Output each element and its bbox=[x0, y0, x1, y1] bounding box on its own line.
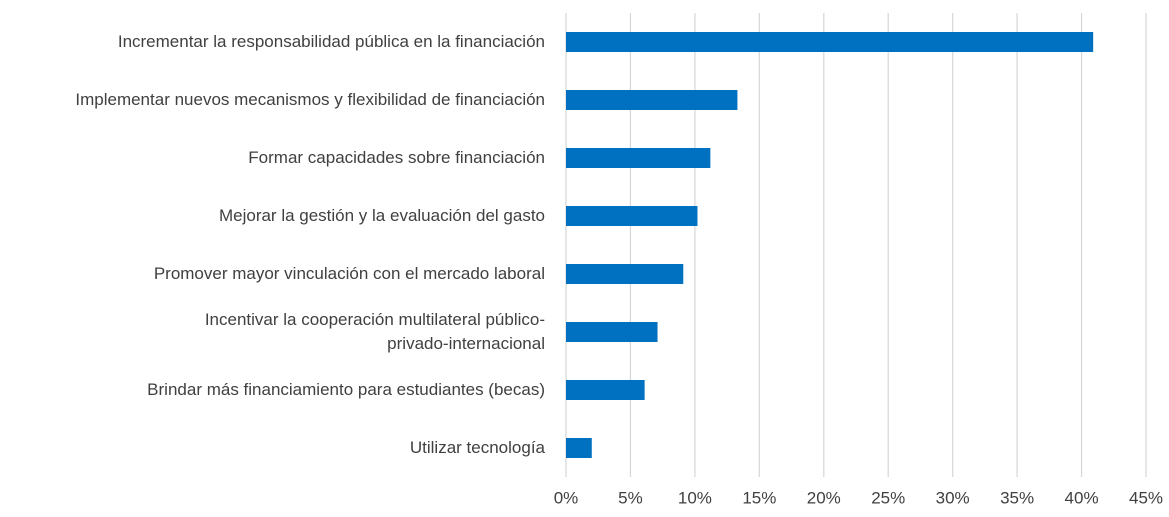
x-tick-label: 40% bbox=[1065, 488, 1099, 507]
x-tick-label: 20% bbox=[807, 488, 841, 507]
x-tick-label: 15% bbox=[742, 488, 776, 507]
bar bbox=[566, 206, 698, 226]
y-tick-label: Incentivar la cooperación multilateral p… bbox=[204, 310, 545, 353]
y-tick-label: Mejorar la gestión y la evaluación del g… bbox=[218, 206, 545, 225]
x-tick-label: 25% bbox=[871, 488, 905, 507]
y-tick-label: Implementar nuevos mecanismos y flexibil… bbox=[75, 90, 545, 109]
x-tick-label: 10% bbox=[678, 488, 712, 507]
bar bbox=[566, 380, 645, 400]
bar bbox=[566, 438, 592, 458]
x-tick-label: 5% bbox=[618, 488, 643, 507]
y-tick-label: Utilizar tecnología bbox=[409, 438, 545, 457]
y-tick-label: Formar capacidades sobre financiación bbox=[248, 148, 545, 167]
bar bbox=[566, 32, 1094, 52]
x-tick-label: 30% bbox=[936, 488, 970, 507]
bar bbox=[566, 322, 658, 342]
bar bbox=[566, 90, 738, 110]
y-tick-label: Incrementar la responsabilidad pública e… bbox=[117, 32, 545, 51]
y-tick-label: Brindar más financiamiento para estudian… bbox=[147, 380, 545, 399]
y-tick-label: Promover mayor vinculación con el mercad… bbox=[153, 264, 545, 283]
x-tick-label: 0% bbox=[554, 488, 579, 507]
bar bbox=[566, 148, 711, 168]
x-tick-label: 45% bbox=[1129, 488, 1163, 507]
x-tick-label: 35% bbox=[1000, 488, 1034, 507]
bar bbox=[566, 264, 684, 284]
